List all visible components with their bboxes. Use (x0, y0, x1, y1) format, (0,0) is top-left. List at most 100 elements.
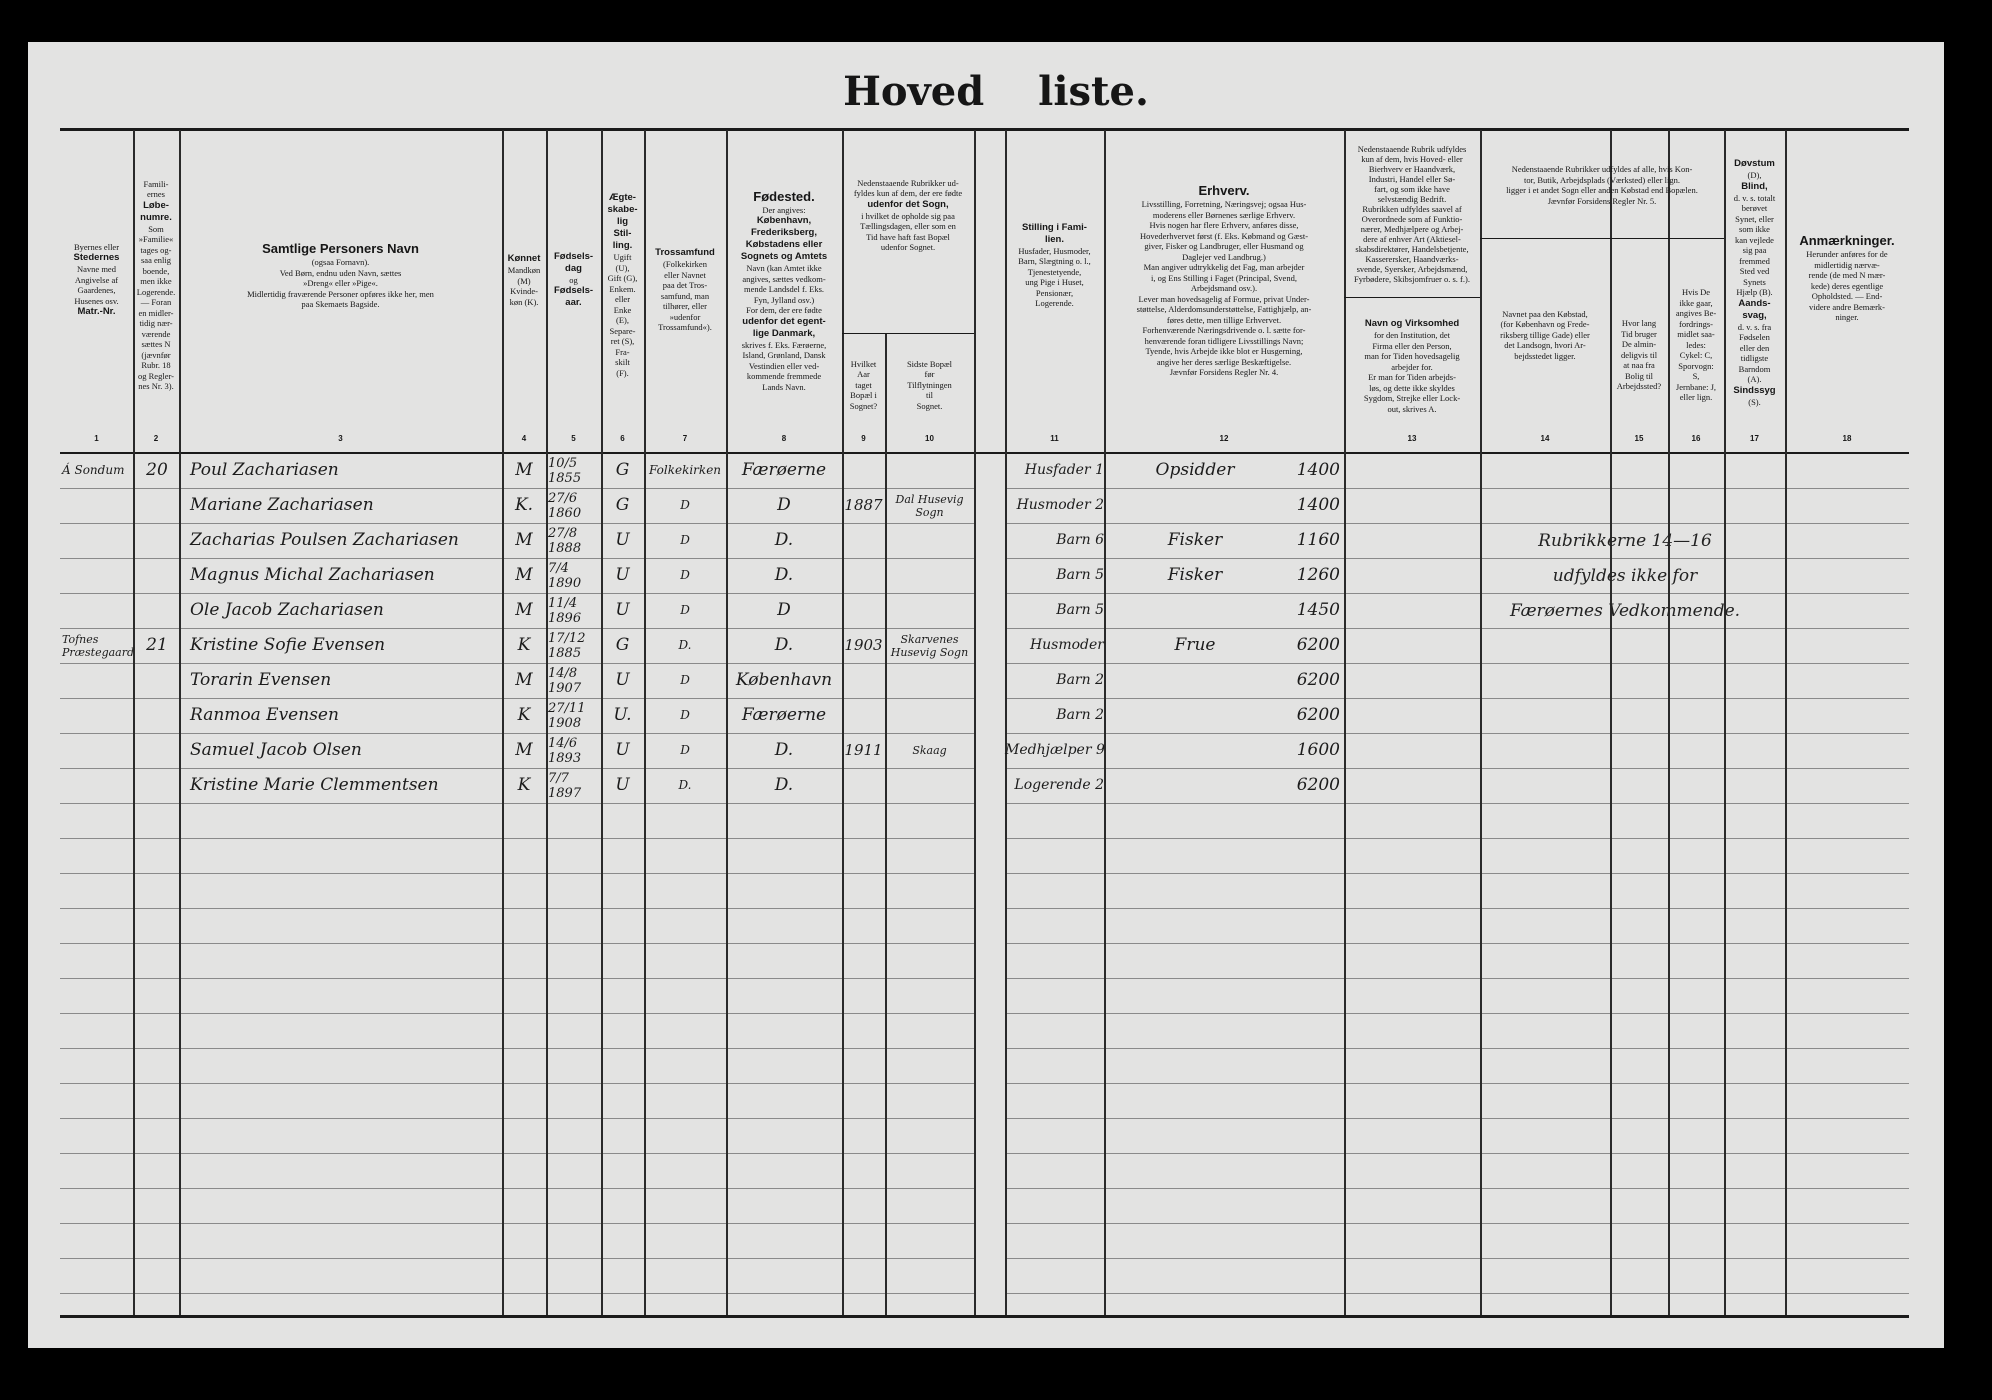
header-text-line: taget (855, 379, 872, 390)
header-text-line: tilhører, eller (662, 301, 708, 312)
row-line (60, 663, 974, 664)
column-number: 7 (682, 434, 688, 443)
header-text-line: S, (1692, 371, 1700, 382)
column-divider (1480, 130, 1482, 1315)
column-number: 16 (1691, 434, 1701, 443)
cell-occupation (1120, 698, 1270, 733)
header-text-line: Ugift (613, 252, 632, 262)
column-divider (644, 130, 646, 1315)
cell-birthplace: Færøerne (741, 705, 827, 725)
header-c10: Sidste Bopæl før Tilflytningen til Sognet. (886, 340, 973, 430)
cell-place (62, 593, 132, 628)
header-text-line: (S). (1748, 396, 1761, 407)
header-text-line: d. v. s. totalt (1733, 192, 1776, 203)
row-line (1005, 768, 1909, 769)
header-text-line: Kasserersker, Haandværks- (1365, 254, 1459, 264)
header-text-line: numre. (140, 211, 172, 223)
header-text-line: ninger. (1835, 312, 1859, 323)
column-divider (1610, 130, 1612, 1315)
header-text-line: Livsstilling, Forretning, Næringsvej; og… (1141, 199, 1307, 210)
header-text-line: Husfader, Husmoder, (1018, 245, 1091, 256)
cell-prev-residence: Skarvenes Husevig Sogn (890, 632, 969, 659)
cell-faith: D. (678, 638, 692, 652)
row-line (1005, 1223, 1909, 1224)
cell-family-no (135, 488, 179, 523)
header-text-line: sig paa (1742, 245, 1767, 255)
cell-code: 1450 (1296, 600, 1340, 620)
row-line (60, 978, 974, 979)
cell-birth: 10/5 1855 (548, 455, 582, 486)
column-number: 5 (571, 434, 576, 443)
header-text-line: eller Navnet (664, 269, 706, 280)
header-text-line: Sted ved (1739, 266, 1770, 276)
header-text-line: Trossamfund (655, 247, 715, 259)
cell-sex: M (515, 670, 533, 690)
header-text-line: Aands- (1738, 297, 1771, 309)
header-text-line: svende, Syersker, Arbejdsmænd, (1356, 264, 1468, 274)
header-text-line: nærer, Medhjælpere og Arbej- (1360, 224, 1464, 234)
cell-year-moved: 1887 (844, 496, 883, 514)
cell-birthplace: Færøerne (741, 460, 827, 480)
header-c15: Hvor lang Tid bruger De almin-deligvis til… (1611, 290, 1667, 420)
header-text-line: man for Tiden hovedsagelig (1364, 351, 1460, 361)
cell-faith: D (680, 673, 690, 687)
header-text-line: eller (614, 294, 631, 304)
header-c17: Døvstum (D), Blind, d. v. s. totalt berøvet S… (1725, 140, 1784, 425)
header-text-line: Fødsels- (553, 250, 594, 262)
header-text-line: Separe- (609, 325, 636, 336)
header-text-line: Tid have haft fast Bopæl (866, 231, 950, 242)
header-text-line: (E), (616, 315, 629, 325)
header-c4: Kønnet Mandkøn (M) Kvinde-køn (K). (503, 230, 545, 330)
cell-code: 1260 (1296, 565, 1340, 585)
column-divider (1005, 130, 1007, 1315)
row-line (1005, 698, 1909, 699)
row-line (1005, 838, 1909, 839)
row-line (1005, 663, 1909, 664)
cell-place: Tofnes Præstegaard (62, 632, 135, 659)
row-line (60, 1153, 974, 1154)
column-number: 4 (521, 434, 527, 443)
header-text-line: tidligste (1740, 353, 1769, 363)
header-text-line: Nedenstaaende Rubrikker udfyldes af alle… (1511, 164, 1693, 174)
header-text-line: Bierhverv er Haandværk, (1368, 164, 1456, 174)
header-text-line: Jævnfør Forsidens Regler Nr. 5. (1547, 195, 1657, 206)
cell-code: 1600 (1296, 740, 1340, 760)
cell-prev-residence (885, 558, 974, 593)
header-text-line: Man angiver udtrykkelig det Fag, man arb… (1143, 262, 1305, 273)
cell-year-moved (842, 768, 885, 803)
header-text-line: fart, og som ikke have (1374, 184, 1450, 194)
row-line (1005, 943, 1909, 944)
column-divider (1344, 130, 1346, 1315)
header-text-line: Sognets og Amtets (740, 251, 828, 263)
row-line (60, 838, 974, 839)
header-text-line: Hvis De (1681, 287, 1711, 298)
header-text-line: fordrings- (1679, 318, 1713, 329)
header-text-line: køn (K). (509, 296, 539, 307)
cell-occupation (1120, 768, 1270, 803)
header-text-line: (U), (615, 262, 630, 273)
header-text-line: skabe- (607, 204, 638, 215)
header-text-line: føres dette, men tillige Erhvervet. (1166, 314, 1282, 325)
cell-birth: 27/6 1860 (548, 490, 582, 521)
header-text-line: Bolig til (1624, 370, 1654, 381)
header-c14: Navnet paa den Købstad, (for København og… (1481, 290, 1609, 380)
header-text-line: udenfor det Sogn, (867, 198, 949, 210)
cell-occupation (1120, 488, 1270, 523)
column-number: 10 (925, 434, 934, 443)
header-text-line: ret (S), (610, 336, 635, 346)
cell-faith: D (680, 533, 690, 547)
header-text-line: mende Landsdel f. Eks. (743, 284, 825, 295)
header-text-line: Fyn, Jylland osv.) (753, 294, 815, 305)
header-text-line: Sognet? (849, 400, 878, 411)
cell-faith: Folkekirken (648, 463, 722, 477)
header-text-line: værende (141, 328, 171, 339)
header-text-line: Hjælp (B). (1736, 287, 1773, 297)
header-text-line: tor, Butik, Arbejdsplads (Værksted) elle… (1524, 174, 1680, 185)
cell-faith: D. (678, 778, 692, 792)
row-line (60, 768, 974, 769)
cell-family-no (135, 523, 179, 558)
header-text-line: De almin- (1621, 339, 1657, 350)
row-line (60, 488, 974, 489)
column-number: 3 (338, 434, 343, 443)
